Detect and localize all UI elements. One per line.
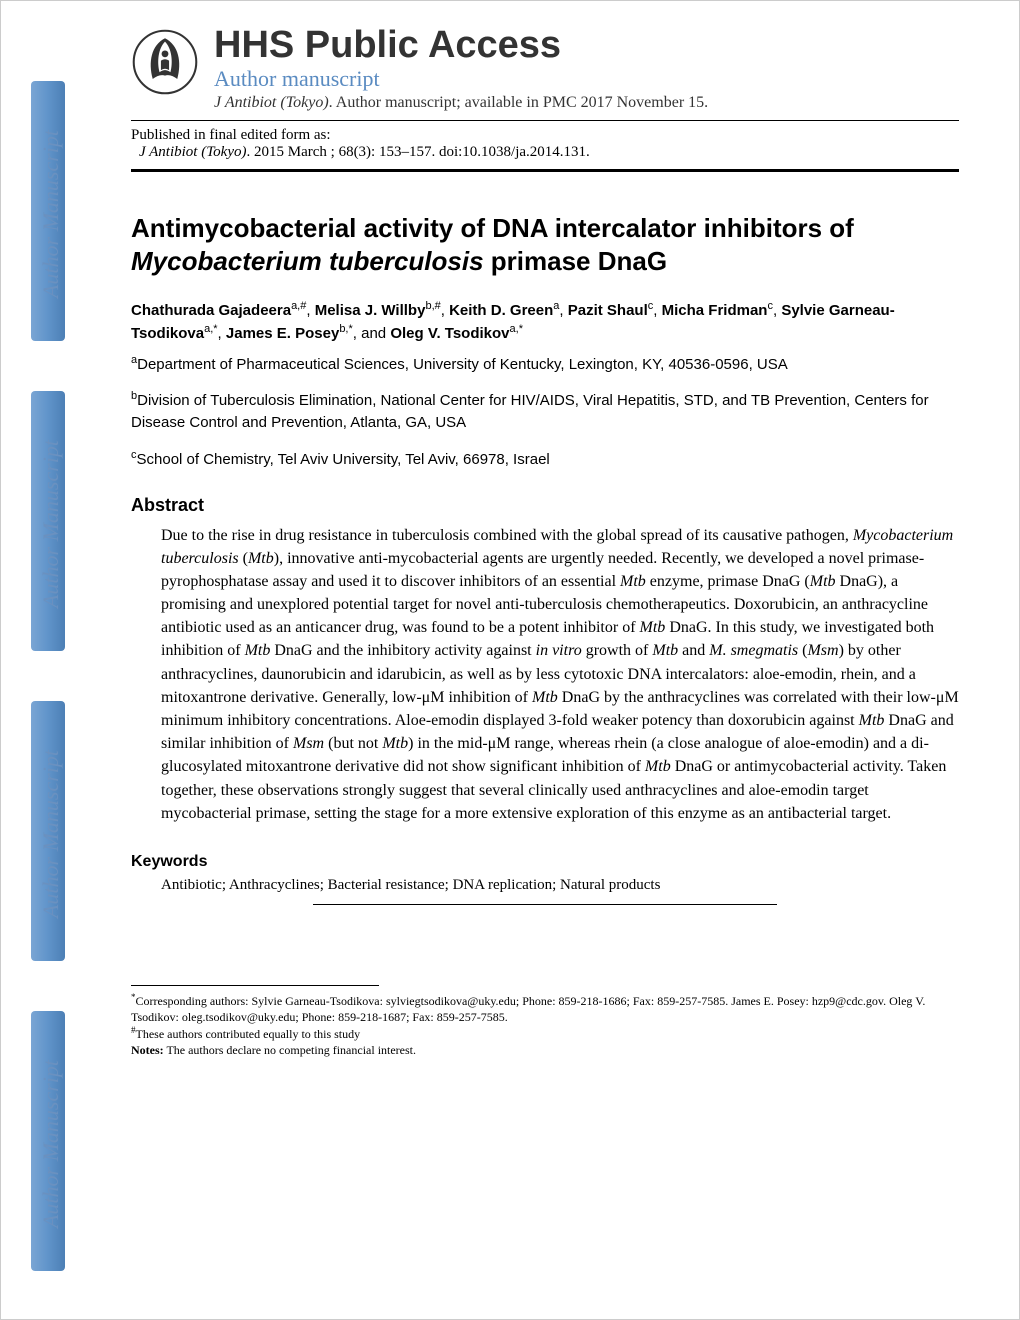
footnote-corresponding: *Corresponding authors: Sylvie Garneau-T… [131, 992, 959, 1025]
footnote-notes-label: Notes: [131, 1043, 164, 1057]
watermark-text: Author Manuscript [38, 114, 64, 314]
header-row: HHS Public Access Author manuscript J An… [131, 26, 959, 112]
footnote-rule [131, 985, 379, 986]
keywords-text: Antibiotic; Anthracyclines; Bacterial re… [161, 877, 959, 894]
journal-name: J Antibiot (Tokyo) [214, 94, 329, 111]
abstract-heading: Abstract [131, 495, 959, 516]
authors-line: Chathurada Gajadeeraa,#, Melisa J. Willb… [131, 299, 959, 345]
journal-suffix: . Author manuscript; available in PMC 20… [329, 94, 709, 111]
keywords-rule [313, 904, 777, 905]
watermark-text: Author Manuscript [38, 734, 64, 934]
footnote-corresponding-text: Corresponding authors: Sylvie Garneau-Ts… [131, 994, 925, 1024]
citation-line: J Antibiot (Tokyo). 2015 March ; 68(3): … [131, 144, 959, 161]
footnote-notes-text: The authors declare no competing financi… [164, 1043, 416, 1057]
published-form-label: Published in final edited form as: [131, 127, 959, 144]
title-part2: primase DnaG [484, 246, 668, 276]
citation-details: . 2015 March ; 68(3): 153–157. doi:10.10… [247, 144, 590, 160]
abstract-text: Due to the rise in drug resistance in tu… [161, 524, 959, 825]
affil-text: School of Chemistry, Tel Aviv University… [137, 451, 550, 468]
affil-text: Department of Pharmaceutical Sciences, U… [137, 356, 788, 373]
footnote-equal: #These authors contributed equally to th… [131, 1025, 959, 1043]
author-manuscript-label: Author manuscript [214, 66, 959, 92]
title-italic-species: Mycobacterium tuberculosis [131, 246, 484, 276]
affiliation-c: cSchool of Chemistry, Tel Aviv Universit… [131, 448, 959, 471]
footnote-notes: Notes: The authors declare no competing … [131, 1043, 959, 1059]
footnote-equal-text: These authors contributed equally to thi… [136, 1027, 361, 1041]
affil-text: Division of Tuberculosis Elimination, Na… [131, 392, 929, 431]
watermark-text: Author Manuscript [38, 1044, 64, 1244]
title-part1: Antimycobacterial activity of DNA interc… [131, 213, 854, 243]
watermark-text: Author Manuscript [38, 424, 64, 624]
keywords-heading: Keywords [131, 853, 959, 871]
hhs-title: HHS Public Access [214, 26, 959, 64]
affiliation-a: aDepartment of Pharmaceutical Sciences, … [131, 353, 959, 376]
hhs-logo-icon [131, 26, 199, 98]
citation-journal: J Antibiot (Tokyo) [139, 144, 247, 160]
article-title: Antimycobacterial activity of DNA interc… [131, 212, 959, 277]
content-area: HHS Public Access Author manuscript J An… [131, 1, 959, 1058]
journal-availability-line: J Antibiot (Tokyo). Author manuscript; a… [214, 94, 959, 112]
publication-box: Published in final edited form as: J Ant… [131, 120, 959, 172]
header-text-block: HHS Public Access Author manuscript J An… [214, 26, 959, 112]
affiliation-b: bDivision of Tuberculosis Elimination, N… [131, 389, 959, 434]
footnotes: *Corresponding authors: Sylvie Garneau-T… [131, 992, 959, 1058]
page: Author Manuscript Author Manuscript Auth… [0, 0, 1020, 1320]
